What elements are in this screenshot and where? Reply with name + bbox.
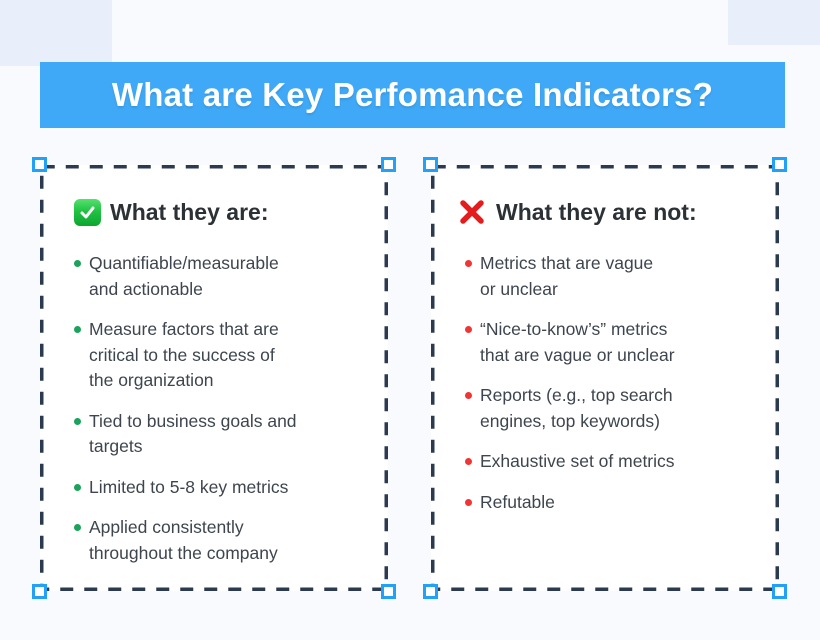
corner-marker-icon bbox=[381, 584, 396, 599]
corner-marker-icon bbox=[381, 157, 396, 172]
decorative-rectangle-top-right bbox=[728, 0, 820, 45]
list-item: Limited to 5-8 key metrics bbox=[74, 475, 366, 501]
list-item-text: Quantifiable/measurable and actionable bbox=[89, 253, 279, 299]
bullet-dot-icon bbox=[74, 417, 81, 425]
corner-marker-icon bbox=[772, 584, 787, 599]
bullet-dot-icon bbox=[465, 392, 472, 399]
panel-what-they-are-not: What they are not: Metrics that are vagu… bbox=[423, 157, 787, 599]
list-item: Tied to business goals and targets bbox=[74, 409, 366, 460]
check-mark-icon bbox=[74, 198, 101, 226]
what-they-are-list: Quantifiable/measurable and actionable M… bbox=[74, 251, 366, 566]
list-item-text: Limited to 5-8 key metrics bbox=[89, 476, 289, 497]
panel-heading-label: What they are not: bbox=[496, 198, 697, 225]
list-item: Metrics that are vague or unclear bbox=[465, 251, 757, 302]
bullet-dot-icon bbox=[465, 326, 472, 333]
decorative-rectangle-top-left bbox=[0, 0, 112, 66]
list-item-text: Applied consistently throughout the comp… bbox=[89, 517, 278, 563]
bullet-dot-icon bbox=[74, 483, 81, 491]
bullet-dot-icon bbox=[74, 326, 81, 333]
panel-heading-what-they-are-not: What they are not: bbox=[460, 197, 757, 227]
list-item: Measure factors that are critical to the… bbox=[74, 317, 366, 394]
corner-marker-icon bbox=[423, 584, 438, 599]
bullet-dot-icon bbox=[74, 260, 81, 267]
list-item-text: “Nice-to-know’s” metrics that are vague … bbox=[480, 319, 675, 365]
cross-mark-icon bbox=[457, 197, 487, 227]
list-item: Exhaustive set of metrics bbox=[465, 449, 757, 475]
list-item-text: Refutable bbox=[480, 491, 555, 512]
bullet-dot-icon bbox=[465, 458, 472, 465]
what-they-are-not-list: Metrics that are vague or unclear “Nice-… bbox=[465, 251, 757, 515]
list-item: Reports (e.g., top search engines, top k… bbox=[465, 383, 757, 434]
bullet-dot-icon bbox=[74, 524, 81, 531]
panel-heading-label: What they are: bbox=[110, 198, 269, 225]
title-banner: What are Key Perfomance Indicators? bbox=[40, 62, 785, 128]
bullet-dot-icon bbox=[465, 498, 472, 506]
panel-what-they-are: What they are: Quantifiable/measurable a… bbox=[32, 157, 396, 599]
bullet-dot-icon bbox=[465, 260, 472, 267]
list-item: Applied consistently throughout the comp… bbox=[74, 515, 366, 566]
list-item: “Nice-to-know’s” metrics that are vague … bbox=[465, 317, 757, 368]
corner-marker-icon bbox=[423, 157, 438, 172]
list-item-text: Exhaustive set of metrics bbox=[480, 451, 675, 471]
list-item-text: Metrics that are vague or unclear bbox=[480, 253, 654, 299]
list-item-text: Measure factors that are critical to the… bbox=[89, 319, 279, 390]
list-item: Quantifiable/measurable and actionable bbox=[74, 251, 366, 302]
corner-marker-icon bbox=[32, 157, 47, 172]
list-item: Refutable bbox=[465, 490, 757, 516]
page-title: What are Key Perfomance Indicators? bbox=[111, 76, 714, 113]
list-item-text: Reports (e.g., top search engines, top k… bbox=[480, 385, 673, 431]
corner-marker-icon bbox=[32, 584, 47, 599]
panel-heading-what-they-are: What they are: bbox=[74, 197, 366, 227]
list-item-text: Tied to business goals and targets bbox=[89, 410, 297, 457]
corner-marker-icon bbox=[772, 157, 787, 172]
